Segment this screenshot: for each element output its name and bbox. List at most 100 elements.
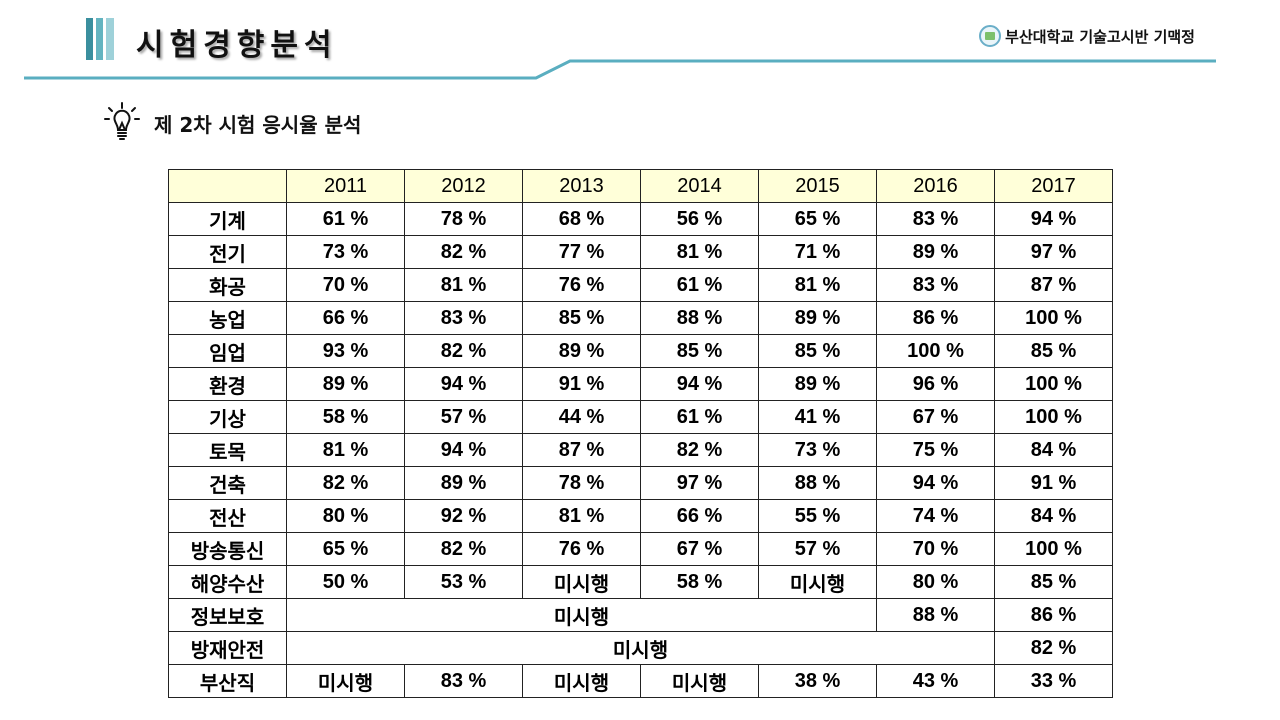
rate-cell: 88 % <box>758 466 877 500</box>
table-body: 기계 61 % 78 % 68 % 56 % 65 % 83 % 94 % 전기 73 % 82 %… <box>168 202 1113 698</box>
rate-cell: 56 % <box>640 202 759 236</box>
rate-cell: 미시행 <box>522 664 641 698</box>
rate-cell: 97 % <box>994 235 1113 269</box>
rate-cell: 80 % <box>286 499 405 533</box>
table-row: 임업 93 % 82 % 89 % 85 % 85 % 100 % 85 % <box>168 334 1113 368</box>
rate-cell: 89 % <box>758 301 877 335</box>
rate-cell: 88 % <box>640 301 759 335</box>
rate-cell: 61 % <box>286 202 405 236</box>
rate-cell: 82 % <box>640 433 759 467</box>
table-row: 해양수산 50 % 53 % 미시행 58 % 미시행 80 % 85 % <box>168 565 1113 599</box>
rate-cell: 41 % <box>758 400 877 434</box>
field-name-cell: 화공 <box>168 268 287 302</box>
rate-cell: 76 % <box>522 268 641 302</box>
rate-cell: 67 % <box>640 532 759 566</box>
table-row: 토목 81 % 94 % 87 % 82 % 73 % 75 % 84 % <box>168 433 1113 467</box>
rate-cell: 94 % <box>404 367 523 401</box>
table-row: 건축 82 % 89 % 78 % 97 % 88 % 94 % 91 % <box>168 466 1113 500</box>
year-header: 2015 <box>758 169 877 203</box>
rate-cell: 76 % <box>522 532 641 566</box>
rate-cell: 77 % <box>522 235 641 269</box>
rate-cell: 85 % <box>758 334 877 368</box>
rate-cell: 82 % <box>404 334 523 368</box>
rate-cell: 44 % <box>522 400 641 434</box>
section-heading: 제 2차 시험 응시율 분석 <box>104 102 361 144</box>
rate-cell: 57 % <box>758 532 877 566</box>
table-row: 기계 61 % 78 % 68 % 56 % 65 % 83 % 94 % <box>168 202 1113 236</box>
rate-cell: 100 % <box>994 532 1113 566</box>
rate-cell: 83 % <box>876 202 995 236</box>
rate-cell: 33 % <box>994 664 1113 698</box>
rate-cell: 84 % <box>994 499 1113 533</box>
rate-cell: 미시행 <box>640 664 759 698</box>
header-divider <box>24 59 1216 80</box>
rate-cell: 82 % <box>404 235 523 269</box>
rate-cell: 66 % <box>640 499 759 533</box>
field-name-cell: 정보보호 <box>168 598 287 632</box>
rate-cell: 87 % <box>522 433 641 467</box>
rate-cell: 94 % <box>876 466 995 500</box>
page-title: 시험경향분석 <box>136 28 338 63</box>
year-header: 2013 <box>522 169 641 203</box>
field-name-cell: 기계 <box>168 202 287 236</box>
year-header: 2016 <box>876 169 995 203</box>
rate-cell: 87 % <box>994 268 1113 302</box>
rate-cell: 미시행 <box>758 565 877 599</box>
rate-cell: 74 % <box>876 499 995 533</box>
rate-cell: 83 % <box>404 301 523 335</box>
rate-cell: 57 % <box>404 400 523 434</box>
rate-cell: 65 % <box>758 202 877 236</box>
rate-cell: 81 % <box>286 433 405 467</box>
rate-cell: 100 % <box>994 400 1113 434</box>
rate-cell: 38 % <box>758 664 877 698</box>
rate-cell: 89 % <box>286 367 405 401</box>
rate-cell: 61 % <box>640 268 759 302</box>
rate-cell: 86 % <box>994 598 1113 632</box>
rate-cell: 85 % <box>994 334 1113 368</box>
field-name-cell: 방재안전 <box>168 631 287 665</box>
field-name-cell: 토목 <box>168 433 287 467</box>
rate-cell: 94 % <box>994 202 1113 236</box>
table-row: 정보보호 미시행 88 % 86 % <box>168 598 1113 632</box>
table-header-row: 2011 2012 2013 2014 2015 2016 2017 <box>168 169 1113 203</box>
rate-cell: 100 % <box>994 367 1113 401</box>
rate-cell: 83 % <box>404 664 523 698</box>
table-row: 전기 73 % 82 % 77 % 81 % 71 % 89 % 97 % <box>168 235 1113 269</box>
field-name-cell: 농업 <box>168 301 287 335</box>
year-header: 2011 <box>286 169 405 203</box>
rate-cell: 53 % <box>404 565 523 599</box>
rate-cell: 75 % <box>876 433 995 467</box>
field-name-cell: 전기 <box>168 235 287 269</box>
rate-cell: 65 % <box>286 532 405 566</box>
rate-cell: 91 % <box>994 466 1113 500</box>
field-name-cell: 방송통신 <box>168 532 287 566</box>
lightbulb-icon <box>104 102 140 140</box>
field-name-cell: 기상 <box>168 400 287 434</box>
rate-cell: 70 % <box>876 532 995 566</box>
rate-cell: 73 % <box>758 433 877 467</box>
rate-cell: 96 % <box>876 367 995 401</box>
exam-rate-table: 2011 2012 2013 2014 2015 2016 2017 기계 61 … <box>168 169 1113 698</box>
rate-cell: 84 % <box>994 433 1113 467</box>
corner-cell <box>168 169 287 203</box>
rate-cell: 94 % <box>640 367 759 401</box>
rate-cell: 43 % <box>876 664 995 698</box>
rate-cell: 73 % <box>286 235 405 269</box>
field-name-cell: 건축 <box>168 466 287 500</box>
field-name-cell: 해양수산 <box>168 565 287 599</box>
rate-cell: 81 % <box>758 268 877 302</box>
rate-cell: 86 % <box>876 301 995 335</box>
university-seal-icon <box>979 25 1002 47</box>
rate-cell: 97 % <box>640 466 759 500</box>
rate-cell: 67 % <box>876 400 995 434</box>
rate-cell: 83 % <box>876 268 995 302</box>
rate-cell: 80 % <box>876 565 995 599</box>
table-row: 농업 66 % 83 % 85 % 88 % 89 % 86 % 100 % <box>168 301 1113 335</box>
table-row: 방송통신 65 % 82 % 76 % 67 % 57 % 70 % 100 % <box>168 532 1113 566</box>
rate-cell: 82 % <box>404 532 523 566</box>
rate-cell: 100 % <box>876 334 995 368</box>
rate-cell: 85 % <box>640 334 759 368</box>
table-row: 기상 58 % 57 % 44 % 61 % 41 % 67 % 100 % <box>168 400 1113 434</box>
rate-cell: 71 % <box>758 235 877 269</box>
table-row: 방재안전 미시행 82 % <box>168 631 1113 665</box>
